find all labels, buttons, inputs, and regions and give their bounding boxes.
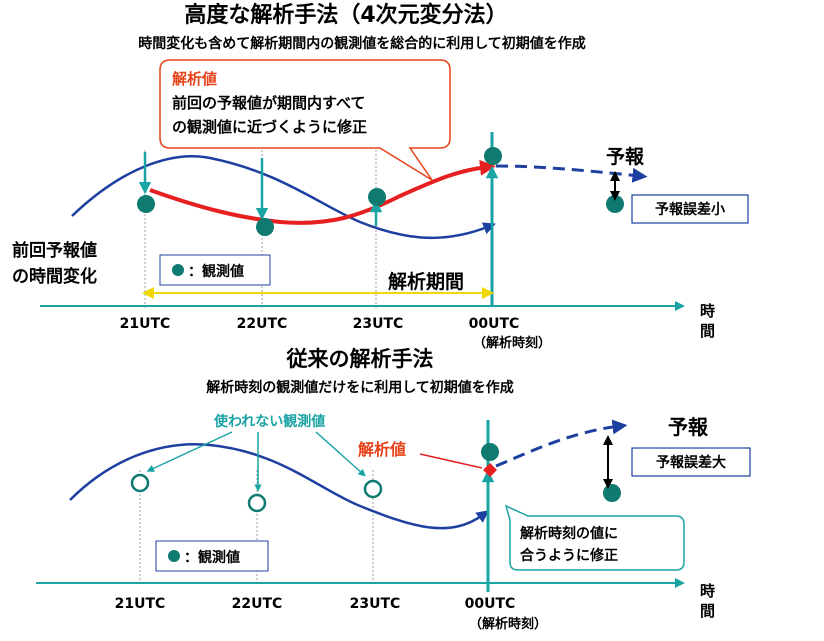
bottom-section: 従来の解析手法 解析時刻の観測値だけをに利用して初期値を作成 使われない観測値 … — [36, 347, 751, 632]
observation-dot-00 — [484, 147, 502, 165]
error-label-box — [631, 194, 749, 224]
tick-21utc: 21UTC — [115, 596, 166, 612]
tick-23utc: 23UTC — [353, 316, 404, 332]
error-label-box — [631, 447, 751, 477]
unused-observation-22 — [247, 493, 267, 513]
error-label: 予報誤差小 — [655, 201, 725, 218]
observation-dot-23 — [368, 188, 386, 206]
bottom-title: 従来の解析手法 — [286, 347, 434, 371]
observation-dot-forecast — [603, 484, 621, 502]
tick-00utc: 00UTC — [469, 316, 520, 332]
bottom-callout-bubble — [504, 504, 685, 571]
axis-label-2: 間 — [700, 322, 715, 340]
analysis-time-label: （解析時刻） — [469, 616, 547, 632]
forecast-label: 予報 — [606, 145, 645, 168]
forecast-dashed-line — [495, 419, 628, 468]
observation-dot-00 — [481, 443, 499, 461]
unused-pointer-21 — [146, 431, 233, 472]
top-section: 高度な解析手法（4次元変分法） 時間変化も含めて解析期間内の観測値を総合的に利用… — [12, 2, 749, 351]
observation-dot-22 — [256, 218, 274, 236]
bottom-callout-line-1: 解析時刻の値に — [520, 525, 618, 542]
tick-23utc: 23UTC — [350, 596, 401, 612]
legend-dot-icon — [172, 264, 184, 276]
tick-21utc: 21UTC — [120, 316, 171, 332]
top-subtitle: 時間変化も含めて解析期間内の観測値を総合的に利用して初期値を作成 — [138, 35, 586, 52]
analysis-value-label: 解析値 — [358, 440, 406, 459]
prev-forecast-label-1: 前回予報値 — [12, 240, 97, 261]
legend-label: ：観測値 — [184, 549, 240, 566]
analysis-callout-bubble — [159, 59, 451, 181]
period-label: 解析期間 — [388, 270, 464, 293]
analysis-time-label: （解析時刻） — [473, 335, 551, 351]
forecast-label: 予報 — [668, 415, 709, 439]
error-label: 予報誤差大 — [656, 454, 726, 471]
prev-forecast-label-2: の時間変化 — [12, 266, 97, 287]
analysis-value-pointer — [419, 453, 483, 469]
axis-label-2: 間 — [700, 602, 715, 620]
tick-22utc: 22UTC — [237, 316, 288, 332]
axis-label-1: 時 — [700, 302, 715, 320]
bottom-callout-line-2: 合うように修正 — [520, 547, 618, 564]
tick-00utc: 00UTC — [465, 596, 516, 612]
analysis-curve — [149, 159, 496, 225]
unused-observation-21 — [130, 473, 150, 493]
analysis-value-marker — [483, 463, 497, 477]
unused-observation-23 — [363, 479, 383, 499]
observation-dot-forecast — [606, 195, 624, 213]
forecast-dashed-line — [495, 164, 648, 183]
top-title: 高度な解析手法（4次元変分法） — [184, 2, 507, 28]
callout-line-1: 前回の予報値が期間内すべて — [172, 94, 365, 112]
axis-label-1: 時 — [700, 582, 715, 600]
callout-title: 解析値 — [172, 70, 217, 88]
bottom-subtitle: 解析時刻の観測値だけをに利用して初期値を作成 — [206, 379, 514, 396]
legend-dot-icon — [168, 550, 180, 562]
unused-observations-label: 使われない観測値 — [213, 413, 325, 430]
unused-pointer-23 — [315, 431, 366, 477]
tick-22utc: 22UTC — [232, 596, 283, 612]
callout-line-2: の観測値に近づくように修正 — [172, 118, 367, 136]
observation-dot-21 — [137, 195, 155, 213]
previous-forecast-curve — [69, 443, 489, 530]
legend-label: ：観測値 — [188, 263, 244, 280]
previous-forecast-curve — [71, 155, 496, 240]
